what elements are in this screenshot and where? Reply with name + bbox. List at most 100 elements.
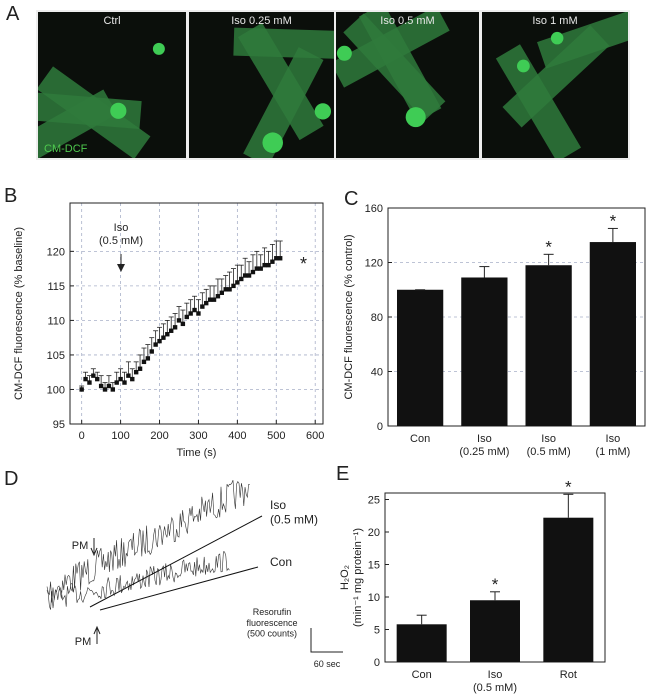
point: [133, 370, 139, 375]
x-tick-label: Iso (0.5 mM): [527, 433, 571, 458]
point: [149, 349, 154, 354]
point: [188, 311, 193, 316]
fit-line: [99, 566, 259, 611]
scale-y-label: Resorufin fluorescence (500 counts): [246, 607, 297, 639]
cell-debris: [336, 45, 352, 61]
point: [184, 314, 189, 320]
point: [157, 338, 162, 344]
x-tick-label: Iso (0.5 mM): [473, 669, 517, 694]
x-axis-label: Time (s): [177, 447, 217, 459]
point: [130, 376, 135, 382]
point: [204, 300, 209, 306]
bar: [543, 517, 594, 662]
y-tick-label: 120: [47, 246, 65, 258]
cells: [38, 42, 165, 158]
x-tick-label: Con: [412, 669, 432, 681]
stain-label: CM-DCF: [44, 143, 88, 155]
x-tick-label: Con: [410, 433, 430, 445]
plot-frame: [69, 202, 324, 425]
cell-debris: [110, 102, 127, 119]
point: [215, 294, 221, 299]
significance: *: [565, 477, 572, 496]
x-tick-label: 100: [111, 430, 129, 442]
y-axis-label: CM-DCF fluorescence (% baseline): [13, 227, 25, 400]
panel-label: D: [4, 468, 18, 490]
trace-label: Con: [270, 555, 292, 569]
point: [106, 383, 112, 389]
cell-debris: [314, 103, 332, 120]
point: [254, 266, 260, 271]
image-label: Iso 0.5 mM: [380, 15, 434, 27]
x-tick-label: 300: [189, 430, 207, 442]
fit-line: [89, 515, 263, 608]
point: [211, 297, 217, 302]
y-tick-label: 100: [47, 384, 65, 396]
y-tick-label: 15: [368, 560, 380, 572]
point: [165, 332, 170, 337]
y-tick-label: 0: [374, 657, 380, 669]
point: [114, 380, 119, 385]
point: [270, 259, 275, 264]
point: [98, 383, 104, 389]
y-tick-label: 80: [371, 312, 383, 324]
x-tick-label: 600: [306, 430, 324, 442]
point: [192, 307, 197, 313]
bar: [396, 289, 444, 426]
point: [118, 376, 123, 382]
image-label: Iso 0.25 mM: [231, 15, 292, 27]
significance: *: [610, 211, 617, 230]
cell: [358, 12, 442, 122]
point: [161, 335, 166, 340]
point: [153, 342, 158, 347]
cells: [495, 12, 628, 158]
point: [250, 269, 256, 275]
point: [274, 256, 279, 261]
x-tick-label: 400: [228, 430, 246, 442]
point: [169, 328, 174, 333]
significance: *: [492, 575, 499, 594]
point: [196, 311, 201, 316]
x-tick-label: Iso (0.25 mM): [459, 433, 509, 458]
point: [176, 318, 182, 323]
x-tick-label: 0: [79, 430, 85, 442]
marker-label: PM: [75, 636, 92, 648]
bar: [461, 277, 508, 426]
point: [277, 256, 283, 261]
panel-label: C: [344, 188, 358, 210]
bar: [470, 600, 520, 662]
panel-label: A: [6, 3, 20, 25]
image-label: Ctrl: [103, 15, 120, 27]
y-axis-label: H₂O₂(min⁻¹ mg protein⁻¹): [339, 528, 364, 627]
point: [242, 273, 248, 278]
x-tick-label: 200: [150, 430, 168, 442]
significance: *: [545, 237, 552, 256]
y-tick-label: 20: [368, 527, 380, 539]
annotation: Iso (0.5 mM): [99, 222, 143, 247]
bar: [396, 624, 447, 662]
cell-debris: [152, 42, 165, 55]
cell: [38, 66, 151, 158]
point: [83, 376, 88, 382]
point: [231, 283, 236, 289]
y-tick-label: 0: [377, 421, 383, 433]
y-tick-label: 95: [53, 419, 65, 431]
point: [110, 387, 116, 392]
cell: [233, 27, 334, 60]
point: [207, 297, 213, 302]
point: [126, 373, 131, 378]
cell-debris: [262, 132, 283, 153]
point: [145, 356, 151, 361]
y-tick-label: 110: [47, 315, 65, 327]
point: [172, 325, 178, 330]
y-tick-label: 40: [371, 367, 383, 379]
point: [258, 266, 263, 271]
point: [95, 376, 100, 382]
point: [137, 366, 143, 371]
point: [227, 287, 232, 292]
y-tick-label: 160: [365, 203, 383, 215]
marker-arrow: [90, 538, 98, 557]
trace: [46, 479, 250, 603]
marker-arrow: [93, 625, 101, 644]
y-tick-label: 105: [47, 350, 65, 362]
